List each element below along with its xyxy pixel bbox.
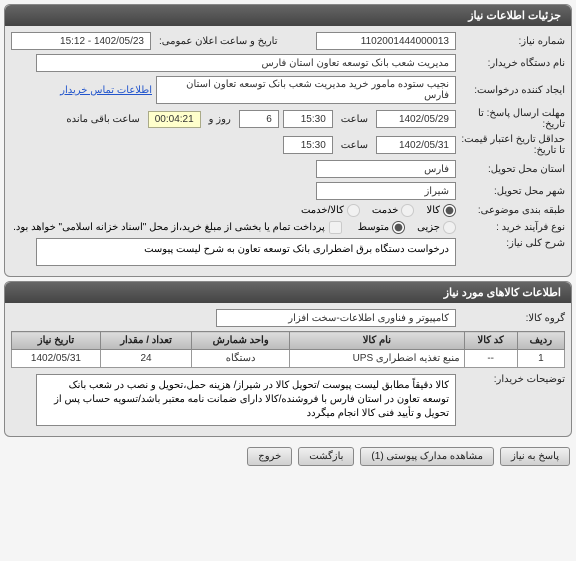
cell-name: منبع تغذیه اضطراری UPS [290, 350, 465, 368]
deadline-hour-field: 15:30 [283, 110, 333, 128]
contact-info-link[interactable]: اطلاعات تماس خریدار [60, 85, 152, 96]
day-and-label: روز و [205, 114, 235, 125]
row-need-no: شماره نیاز: 1102001444000013 تاریخ و ساع… [11, 32, 565, 50]
row-goods-group: گروه کالا: کامپیوتر و فناوری اطلاعات-سخت… [11, 309, 565, 327]
buy-type-radio-group: جزیی متوسط [358, 221, 456, 234]
panel-title: جزئیات اطلاعات نیاز [5, 5, 571, 26]
announce-field: 1402/05/23 - 15:12 [11, 32, 151, 50]
row-creator: ایجاد کننده درخواست: نجیب ستوده مامور خر… [11, 76, 565, 104]
delivery-prov-field: فارس [316, 160, 456, 178]
goods-body: گروه کالا: کامپیوتر و فناوری اطلاعات-سخت… [5, 303, 571, 436]
buy-type-label: نوع فرآیند خرید : [460, 222, 565, 233]
buyer-dev-field: مدیریت شعب بانک توسعه تعاون استان فارس [36, 54, 456, 72]
radio-goods-label: کالا [426, 205, 440, 216]
radio-goods-service[interactable]: کالا/خدمت [301, 204, 360, 217]
cell-date: 1402/05/31 [12, 350, 101, 368]
general-desc-field: درخواست دستگاه برق اضطراری بانک توسعه تع… [36, 238, 456, 266]
category-radio-group: کالا خدمت کالا/خدمت [301, 204, 456, 217]
radio-bt-medium[interactable]: متوسط [358, 221, 405, 234]
deadline-date-field: 1402/05/29 [376, 110, 456, 128]
row-buyer-notes: توضیحات خریدار: کالا دقیقاً مطابق لیست پ… [11, 374, 565, 426]
need-no-label: شماره نیاز: [460, 36, 565, 47]
deadline-label: مهلت ارسال پاسخ: تا تاریخ: [460, 108, 565, 130]
credit-label: حداقل تاریخ اعتبار قیمت: تا تاریخ: [460, 134, 565, 156]
row-general-desc: شرح کلی نیاز: درخواست دستگاه برق اضطراری… [11, 238, 565, 266]
footer-buttons: پاسخ به نیاز مشاهده مدارک پیوستی (1) باز… [0, 441, 576, 472]
cell-row: 1 [517, 350, 564, 368]
goods-group-field: کامپیوتر و فناوری اطلاعات-سخت افزار [216, 309, 456, 327]
reply-button[interactable]: پاسخ به نیاز [500, 447, 570, 466]
col-qty: تعداد / مقدار [100, 332, 191, 350]
back-button[interactable]: بازگشت [298, 447, 354, 466]
goods-group-label: گروه کالا: [460, 313, 565, 324]
credit-date-field: 1402/05/31 [376, 136, 456, 154]
delivery-city-field: شیراز [316, 182, 456, 200]
radio-service[interactable]: خدمت [372, 204, 415, 217]
row-buyer-dev: نام دستگاه خریدار: مدیریت شعب بانک توسعه… [11, 54, 565, 72]
payment-note-label: پرداخت تمام یا بخشی از مبلغ خرید،از محل … [13, 222, 325, 233]
hour-label-1: ساعت [337, 114, 372, 125]
radio-bt-medium-label: متوسط [358, 222, 389, 233]
row-delivery-city: شهر محل تحویل: شیراز [11, 182, 565, 200]
credit-hour-field: 15:30 [283, 136, 333, 154]
col-row: ردیف [517, 332, 564, 350]
col-code: کد کالا [464, 332, 517, 350]
row-delivery-prov: استان محل تحویل: فارس [11, 160, 565, 178]
col-unit: واحد شمارش [192, 332, 290, 350]
radio-goods-input[interactable] [443, 204, 456, 217]
table-row[interactable]: 1 -- منبع تغذیه اضطراری UPS دستگاه 24 14… [12, 350, 565, 368]
delivery-city-label: شهر محل تحویل: [460, 186, 565, 197]
cell-unit: دستگاه [192, 350, 290, 368]
radio-goods-service-input[interactable] [347, 204, 360, 217]
buyer-dev-label: نام دستگاه خریدار: [460, 58, 565, 69]
creator-label: ایجاد کننده درخواست: [460, 85, 565, 96]
announce-label: تاریخ و ساعت اعلان عمومی: [155, 36, 282, 47]
row-credit: حداقل تاریخ اعتبار قیمت: تا تاریخ: 1402/… [11, 134, 565, 156]
need-no-field: 1102001444000013 [316, 32, 456, 50]
exit-button[interactable]: خروج [247, 447, 292, 466]
goods-panel: اطلاعات کالاهای مورد نیاز گروه کالا: کام… [4, 281, 572, 437]
radio-bt-small-label: جزیی [417, 222, 440, 233]
creator-field: نجیب ستوده مامور خرید مدیریت شعب بانک تو… [156, 76, 456, 104]
hour-label-2: ساعت [337, 140, 372, 151]
form-body: شماره نیاز: 1102001444000013 تاریخ و ساع… [5, 26, 571, 276]
remain-label: ساعت باقی مانده [62, 114, 143, 125]
col-name: نام کالا [290, 332, 465, 350]
radio-bt-small-input[interactable] [443, 221, 456, 234]
goods-panel-title: اطلاعات کالاهای مورد نیاز [5, 282, 571, 303]
col-date: تاریخ نیاز [12, 332, 101, 350]
radio-bt-medium-input[interactable] [392, 221, 405, 234]
row-category: طبقه بندی موضوعی: کالا خدمت کالا/خدمت [11, 204, 565, 217]
row-deadline: مهلت ارسال پاسخ: تا تاریخ: 1402/05/29 سا… [11, 108, 565, 130]
attachments-button[interactable]: مشاهده مدارک پیوستی (1) [360, 447, 494, 466]
goods-table: ردیف کد کالا نام کالا واحد شمارش تعداد /… [11, 331, 565, 368]
radio-goods[interactable]: کالا [426, 204, 456, 217]
delivery-prov-label: استان محل تحویل: [460, 164, 565, 175]
payment-note-input[interactable] [329, 221, 342, 234]
row-buy-type: نوع فرآیند خرید : جزیی متوسط پرداخت تمام… [11, 221, 565, 234]
goods-table-head: ردیف کد کالا نام کالا واحد شمارش تعداد /… [12, 332, 565, 350]
cell-qty: 24 [100, 350, 191, 368]
buyer-notes-field: کالا دقیقاً مطابق لیست پیوست /تحویل کالا… [36, 374, 456, 426]
main-panel: جزئیات اطلاعات نیاز شماره نیاز: 11020014… [4, 4, 572, 277]
days-field: 6 [239, 110, 279, 128]
general-desc-label: شرح کلی نیاز: [460, 238, 565, 249]
category-label: طبقه بندی موضوعی: [460, 205, 565, 216]
countdown-field: 00:04:21 [148, 111, 201, 128]
buyer-notes-label: توضیحات خریدار: [460, 374, 565, 385]
radio-bt-small[interactable]: جزیی [417, 221, 456, 234]
radio-service-input[interactable] [401, 204, 414, 217]
goods-table-body: 1 -- منبع تغذیه اضطراری UPS دستگاه 24 14… [12, 350, 565, 368]
cell-code: -- [464, 350, 517, 368]
payment-note-checkbox[interactable]: پرداخت تمام یا بخشی از مبلغ خرید،از محل … [13, 221, 342, 234]
radio-goods-service-label: کالا/خدمت [301, 205, 344, 216]
radio-service-label: خدمت [372, 205, 399, 216]
